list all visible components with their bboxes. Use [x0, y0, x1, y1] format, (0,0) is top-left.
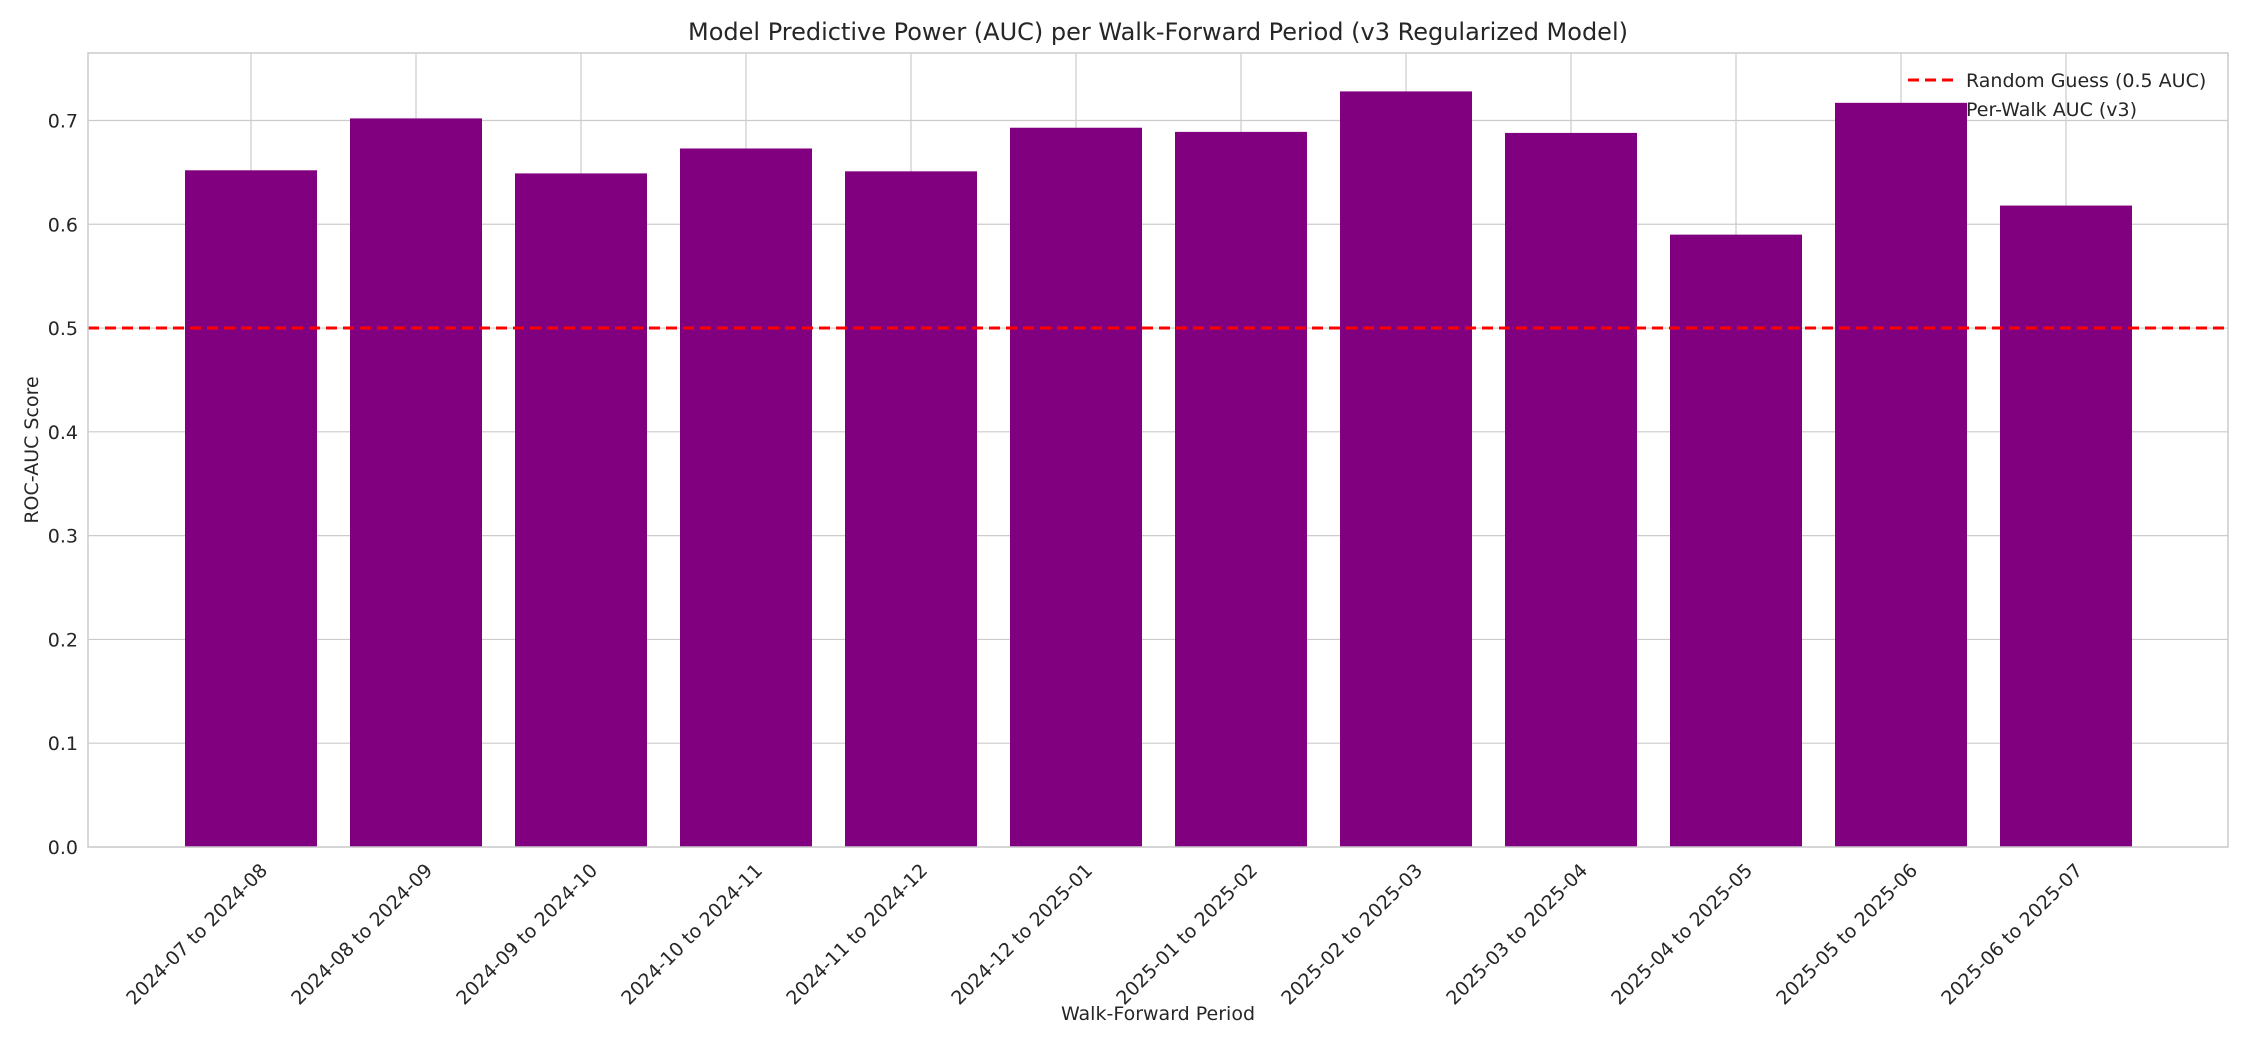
- y-tick-label: 0.1: [48, 733, 78, 755]
- legend-reference-line-label: Random Guess (0.5 AUC): [1966, 70, 2206, 92]
- y-tick-label: 0.7: [48, 110, 78, 132]
- y-tick-label: 0.4: [48, 422, 78, 444]
- bar: [1670, 234, 1802, 848]
- bar: [1835, 102, 1967, 848]
- plot-frame: [87, 52, 2229, 848]
- y-tick-label: 0.6: [48, 214, 78, 236]
- bar: [185, 170, 317, 847]
- bar: [2000, 205, 2132, 847]
- bar: [845, 171, 977, 848]
- legend: Random Guess (0.5 AUC) Per-Walk AUC (v3): [1908, 70, 2206, 121]
- bar: [1505, 132, 1637, 848]
- y-tick-label: 0.3: [48, 526, 78, 548]
- bar: [1175, 131, 1307, 847]
- bar: [680, 148, 812, 848]
- bar: [1010, 127, 1142, 847]
- y-tick-labels: 0.0 0.1 0.2 0.3 0.4 0.5 0.6 0.7: [48, 110, 78, 859]
- bar: [350, 118, 482, 847]
- y-tick-label: 0.0: [48, 837, 78, 859]
- bars: [185, 91, 2132, 848]
- y-axis-title: ROC-AUC Score: [21, 376, 43, 523]
- bar: [1340, 91, 1472, 848]
- bar: [515, 173, 647, 847]
- x-axis-title: Walk-Forward Period: [1061, 1003, 1255, 1025]
- legend-series-label: Per-Walk AUC (v3): [1966, 99, 2137, 121]
- y-tick-label: 0.5: [48, 318, 78, 340]
- y-tick-label: 0.2: [48, 629, 78, 651]
- chart-title: Model Predictive Power (AUC) per Walk-Fo…: [688, 18, 1628, 46]
